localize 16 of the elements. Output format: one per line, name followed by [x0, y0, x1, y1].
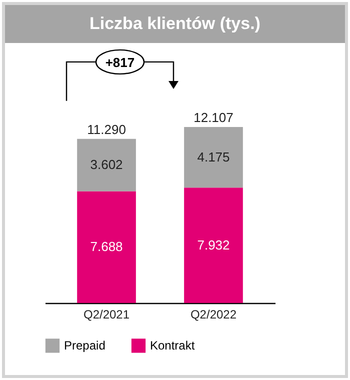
x-tick-label: Q2/2021 [83, 308, 130, 322]
total-label: 11.290 [87, 122, 126, 137]
bar [77, 191, 136, 303]
data-label: 7.688 [90, 239, 123, 254]
chart-title: Liczba klientów (tys.) [5, 5, 345, 43]
bar [77, 138, 136, 192]
legend-label: Kontrakt [150, 338, 196, 353]
legend-label: Prepaid [64, 338, 106, 353]
data-label: 3.602 [90, 157, 123, 172]
total-label: 12.107 [194, 110, 234, 125]
data-label: 4.175 [197, 149, 230, 164]
bar [184, 188, 243, 303]
data-label: 7.932 [197, 237, 230, 252]
bar [184, 126, 243, 188]
text: +817 [105, 54, 135, 70]
x-tick-label: Q2/2022 [190, 308, 237, 322]
